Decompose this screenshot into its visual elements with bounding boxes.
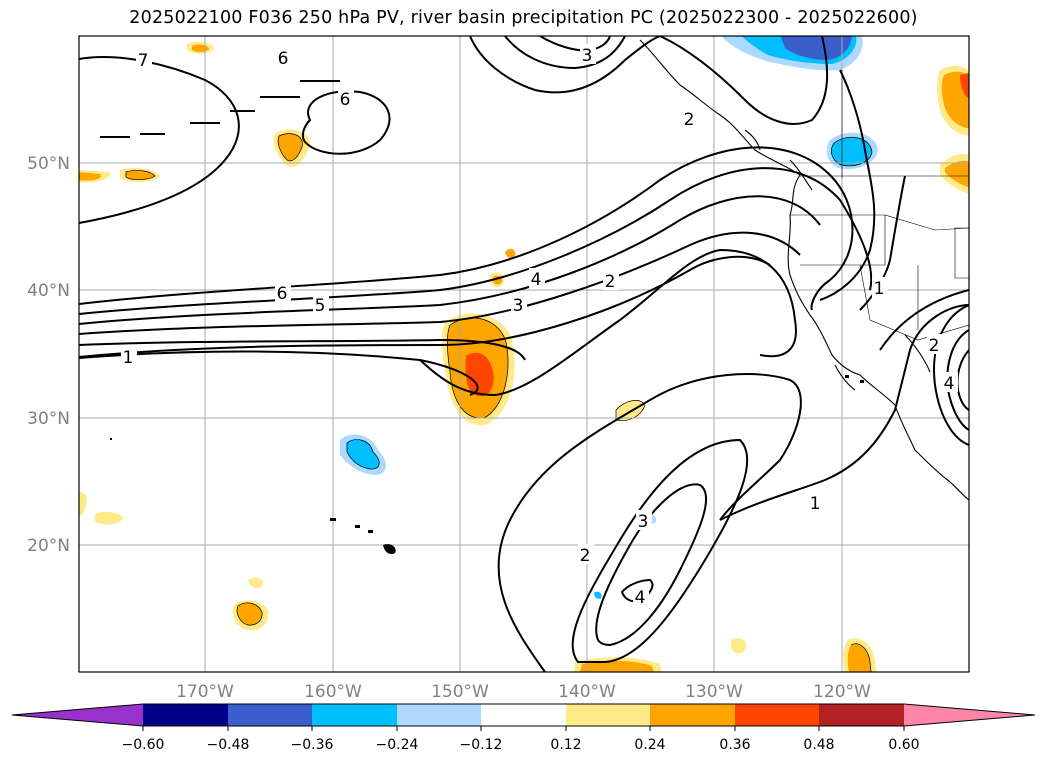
colorbar-tick: 0.36 — [719, 737, 750, 753]
plot-frame — [78, 35, 970, 673]
colorbar-segment — [228, 704, 312, 726]
colorbar-extend-high — [904, 704, 1035, 726]
contour-label: 7 — [138, 51, 149, 71]
colorbar-segment — [819, 704, 904, 726]
lat-label: 40°N — [27, 281, 70, 301]
plot-area: 7 6 6 3 6 5 4 3 2 1 1 2 2 3 — [79, 36, 969, 672]
map-title: 2025022100 F036 250 hPa PV, river basin … — [129, 8, 918, 28]
colorbar-tick: −0.48 — [207, 737, 250, 753]
colorbar-segment — [735, 704, 819, 726]
contour-label: 4 — [944, 374, 955, 394]
contour-label: 2 — [605, 272, 616, 292]
contour-label: 2 — [929, 336, 940, 356]
colorbar-segment — [397, 704, 481, 726]
lon-label: 120°W — [813, 682, 871, 702]
colorbar-tick: −0.36 — [291, 737, 334, 753]
contour-label: 6 — [278, 49, 289, 69]
contour-label: 6 — [340, 90, 351, 110]
colorbar-segment — [566, 704, 650, 726]
colorbar-segment — [650, 704, 735, 726]
contour-label: 4 — [531, 270, 542, 290]
lon-label: 150°W — [431, 682, 489, 702]
lon-label: 160°W — [304, 682, 362, 702]
colorbar-tick: −0.60 — [122, 737, 165, 753]
colorbar-extend-low — [12, 704, 143, 726]
colorbar: −0.60 −0.48 −0.36 −0.24 −0.12 0.12 0.24 … — [11, 703, 1036, 753]
contour-label: 1 — [123, 348, 134, 368]
colorbar-segment — [143, 704, 228, 726]
islands — [100, 80, 864, 555]
colorbar-tick: 0.48 — [803, 737, 834, 753]
pv-contours — [79, 36, 969, 672]
lon-label: 170°W — [176, 682, 234, 702]
lat-label: 50°N — [27, 154, 70, 174]
latitude-labels: 50°N 40°N 30°N 20°N — [27, 154, 70, 556]
contour-labels: 7 6 6 3 6 5 4 3 2 1 1 2 2 3 — [121, 44, 958, 608]
colorbar-tick: 0.12 — [550, 737, 581, 753]
colorbar-tick: −0.24 — [376, 737, 419, 753]
negative-anomaly-patches — [340, 36, 878, 599]
contour-label: 2 — [684, 110, 695, 130]
lon-label: 140°W — [558, 682, 616, 702]
colorbar-tick: −0.12 — [460, 737, 503, 753]
contour-label: 5 — [315, 296, 326, 316]
contour-label: 3 — [638, 512, 649, 532]
contour-label: 3 — [513, 296, 524, 316]
colorbar-segment — [481, 704, 566, 726]
contour-label: 2 — [580, 546, 591, 566]
contour-label: 1 — [874, 279, 885, 299]
colorbar-tick: 0.24 — [634, 737, 665, 753]
lat-label: 30°N — [27, 409, 70, 429]
lat-label: 20°N — [27, 536, 70, 556]
longitude-labels: 170°W 160°W 150°W 140°W 130°W 120°W — [176, 682, 871, 702]
lon-label: 130°W — [685, 682, 743, 702]
contour-label: 6 — [277, 284, 288, 304]
contour-label: 3 — [582, 46, 593, 66]
colorbar-tick: 0.60 — [888, 737, 919, 753]
contour-label: 4 — [635, 588, 646, 608]
contour-label: 1 — [810, 494, 821, 514]
colorbar-segment — [312, 704, 397, 726]
